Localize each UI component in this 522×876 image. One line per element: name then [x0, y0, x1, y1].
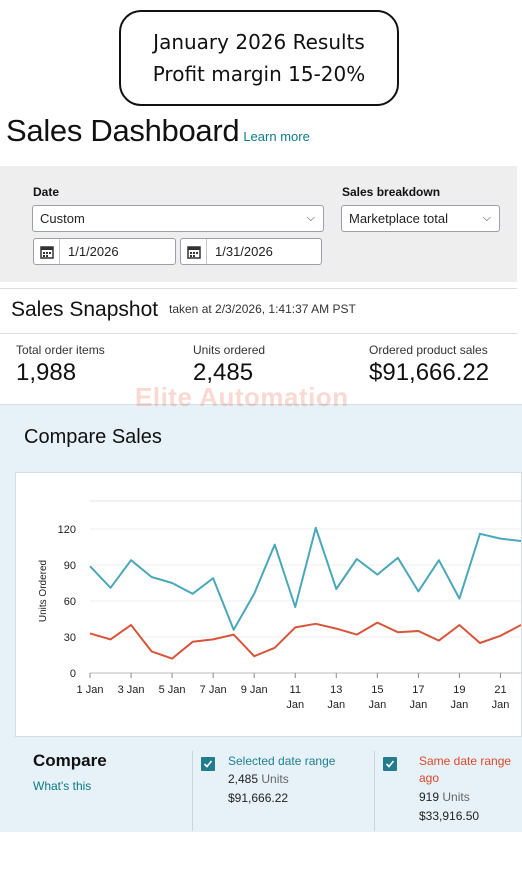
divider: [374, 751, 375, 831]
x-tick-label: 5 Jan: [159, 684, 186, 696]
compare-sales-title: Compare Sales: [24, 426, 162, 448]
start-date-field[interactable]: 1/1/2026: [33, 238, 176, 265]
whats-this-link[interactable]: What's this: [33, 779, 92, 793]
compare-sales-section: Compare Sales 0 30 60 90 120 1 Jan 3 Jan 5 Jan…: [0, 404, 522, 832]
date-range-value: Custom: [40, 211, 85, 226]
watermark: Elite Automation: [135, 382, 349, 412]
checkmark-icon: [203, 760, 213, 768]
end-date-value: 1/31/2026: [215, 244, 273, 259]
metric-value-ordered-product-sales: $91,666.22: [369, 359, 490, 386]
metric-label-ordered-product-sales: Ordered product sales: [369, 343, 488, 357]
divider: [192, 751, 193, 831]
callout-line-1: January 2026 Results: [153, 30, 365, 54]
chevron-down-icon: ⌵: [482, 212, 491, 224]
callout-line-2: Profit margin 15-20%: [152, 62, 366, 86]
same-range-label: Same date range ago: [419, 753, 519, 787]
x-tick-label: 11: [290, 684, 301, 696]
x-tick-label: 3 Jan: [118, 684, 145, 696]
x-tick-label: 1 Jan: [77, 684, 104, 696]
date-label: Date: [33, 185, 60, 199]
same-units-word: Units: [442, 790, 470, 804]
compare-summary: Compare What's this Selected date range …: [0, 737, 522, 833]
page-title: Sales Dashboard: [6, 113, 240, 148]
chevron-down-icon: ⌵: [306, 212, 315, 224]
x-tick-label: 21: [494, 684, 506, 696]
same-range-amount: $33,916.50: [419, 809, 480, 823]
y-tick-label: 60: [64, 596, 76, 608]
x-tick-label: 7 Jan: [200, 684, 227, 696]
x-tick-label: Jan: [286, 699, 304, 711]
metric-value-units-ordered: 2,485: [193, 359, 254, 386]
metric-label-units-ordered: Units ordered: [193, 343, 266, 357]
y-tick-label: 90: [64, 560, 76, 572]
compare-heading: Compare: [33, 751, 107, 770]
x-tick-label: 17: [412, 684, 424, 696]
calendar-icon[interactable]: [181, 239, 207, 264]
same-range-checkbox[interactable]: [383, 757, 397, 771]
selected-range-checkbox[interactable]: [201, 757, 215, 771]
x-tick-label: 19: [453, 684, 465, 696]
sales-snapshot-title: Sales Snapshot: [11, 298, 159, 321]
x-tick-label: Jan: [451, 699, 469, 711]
sales-breakdown-select[interactable]: Marketplace total ⌵: [341, 205, 500, 232]
metric-value-total-order-items: 1,988: [16, 359, 77, 386]
selected-units-value: 2,485: [228, 772, 259, 786]
same-range-series-line: [89, 621, 522, 660]
selected-range-series-line: [89, 526, 522, 631]
same-range-units: 919 Units: [419, 790, 470, 804]
same-units-value: 919: [419, 790, 440, 804]
metric-label-total-order-items: Total order items: [16, 343, 105, 357]
x-tick-label: Jan: [492, 699, 510, 711]
units-ordered-chart-card: 0 30 60 90 120 1 Jan 3 Jan 5 Jan 7 Jan 9 Jan 11 Ja…: [15, 472, 522, 737]
x-tick-label: Jan: [410, 699, 428, 711]
x-tick-label: 9 Jan: [241, 684, 268, 696]
filter-panel: Date Custom ⌵ 1/1/2026 1/31/2026 Sales b…: [0, 166, 517, 282]
start-date-value: 1/1/2026: [68, 244, 119, 259]
x-tick-label: 13: [330, 684, 342, 696]
y-tick-label: 120: [58, 524, 76, 536]
x-tick-label: Jan: [327, 699, 345, 711]
x-tick-label: 15: [371, 684, 383, 696]
units-ordered-chart: 0 30 60 90 120 1 Jan 3 Jan 5 Jan 7 Jan 9 Jan 11 Ja…: [38, 500, 522, 711]
snapshot-timestamp: taken at 2/3/2026, 1:41:37 AM PST: [169, 302, 356, 316]
sales-snapshot-header: Sales Snapshot taken at 2/3/2026, 1:41:3…: [0, 288, 517, 334]
sales-breakdown-value: Marketplace total: [349, 211, 448, 226]
selected-units-word: Units: [261, 772, 289, 786]
results-callout: January 2026 Results Profit margin 15-20…: [119, 10, 399, 106]
same-range-label-line-2: ago: [419, 771, 440, 785]
y-tick-label: 0: [70, 668, 76, 680]
learn-more-link[interactable]: Learn more: [243, 129, 310, 144]
same-range-label-line-1: Same date range: [419, 754, 512, 768]
date-range-select[interactable]: Custom ⌵: [32, 205, 324, 232]
selected-range-amount: $91,666.22: [228, 791, 289, 805]
calendar-icon[interactable]: [34, 239, 60, 264]
selected-range-units: 2,485 Units: [228, 772, 289, 786]
x-tick-label: Jan: [368, 699, 386, 711]
y-tick-label: 30: [64, 632, 76, 644]
selected-range-label: Selected date range: [228, 754, 336, 768]
sales-breakdown-label: Sales breakdown: [342, 185, 441, 199]
y-axis-label: Units Ordered: [38, 560, 49, 622]
end-date-field[interactable]: 1/31/2026: [180, 238, 322, 265]
page-header: Sales Dashboard Learn more: [6, 113, 310, 149]
checkmark-icon: [385, 760, 395, 768]
